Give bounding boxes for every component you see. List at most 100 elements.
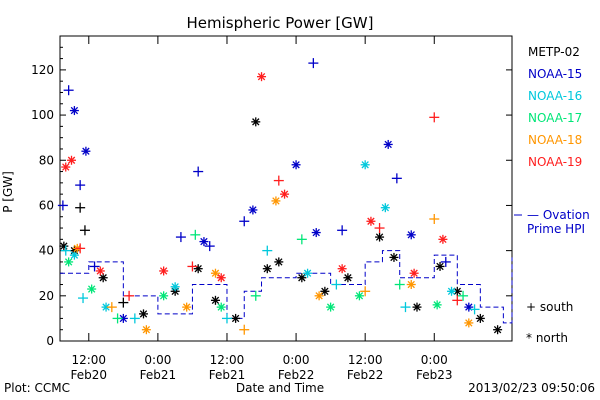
point-noaa-19-south — [429, 112, 440, 123]
point-noaa-17-north — [432, 300, 442, 310]
point-noaa-17-north — [326, 302, 336, 312]
point-noaa-18-south — [360, 286, 371, 297]
point-metp-02-north — [210, 295, 220, 305]
point-noaa-15-north — [248, 205, 258, 215]
point-noaa-17-north — [87, 284, 97, 294]
point-metp-02-north — [435, 261, 445, 271]
point-metp-02-north — [138, 309, 148, 319]
point-noaa-19-north — [67, 155, 77, 165]
legend-entry: NOAA-17 — [528, 111, 582, 125]
x-tick-label-time: 12:00 — [210, 353, 245, 367]
plot-border — [59, 35, 513, 342]
point-metp-02-north — [262, 264, 272, 274]
y-tick-label: 20 — [39, 289, 54, 303]
ovation-hpi-path — [60, 250, 513, 324]
ovation-legend-label: — Ovation — [527, 208, 590, 222]
point-noaa-18-south — [429, 214, 440, 224]
point-noaa-17-north — [216, 302, 226, 312]
point-noaa-18-north — [182, 302, 192, 312]
legend: METP-02 NOAA-15 NOAA-16 NOAA-17 NOAA-18 NOAA-… — [528, 45, 582, 169]
point-metp-02-north — [251, 117, 261, 127]
x-tick-label-date: Feb21 — [209, 368, 246, 382]
point-noaa-18-north — [464, 318, 474, 328]
point-noaa-19-north — [337, 264, 347, 274]
y-tick-label: 60 — [39, 198, 54, 212]
point-metp-02-north — [59, 241, 69, 251]
point-noaa-18-north — [314, 291, 324, 301]
point-noaa-16-north — [69, 250, 79, 260]
point-metp-02-north — [493, 325, 503, 335]
point-noaa-15-south — [89, 261, 100, 272]
point-metp-02-south — [75, 202, 86, 213]
point-metp-02-north — [343, 273, 353, 283]
point-noaa-16-south — [60, 245, 71, 256]
point-noaa-15-south — [308, 58, 319, 69]
point-noaa-19-north — [159, 266, 169, 276]
point-noaa-18-north — [406, 280, 416, 290]
x-tick-label-date: Feb20 — [71, 368, 108, 382]
point-noaa-17-south — [458, 290, 469, 301]
chart-title: Hemispheric Power [GW] — [187, 14, 374, 32]
point-metp-02-north — [193, 264, 203, 274]
point-noaa-17-south — [296, 234, 307, 245]
point-noaa-19-north — [257, 72, 267, 82]
data-markers — [57, 58, 503, 335]
x-tick-label-date: Feb23 — [416, 368, 453, 382]
point-metp-02-north — [320, 286, 330, 296]
x-tick-label-time: 0:00 — [421, 353, 448, 367]
point-noaa-15-south — [337, 225, 348, 236]
x-tick-label-time: 0:00 — [144, 353, 171, 367]
point-noaa-15-south — [57, 200, 68, 211]
point-metp-02-north — [231, 313, 241, 323]
point-noaa-16-north — [303, 268, 313, 278]
point-noaa-16-south — [469, 304, 480, 315]
point-noaa-18-south — [239, 324, 250, 335]
point-noaa-15-south — [391, 173, 402, 184]
ovation-legend-label-2: Prime HPI — [527, 222, 585, 236]
point-noaa-16-north — [360, 160, 370, 170]
point-noaa-15-south — [175, 232, 186, 243]
point-noaa-15-north — [199, 237, 209, 247]
y-tick-label: 0 — [46, 334, 54, 348]
point-noaa-15-north — [464, 302, 474, 312]
marker-legend-south: + south — [526, 300, 573, 314]
point-noaa-19-north — [366, 216, 376, 226]
point-noaa-16-south — [78, 293, 89, 304]
point-noaa-17-south — [250, 290, 261, 301]
point-noaa-19-south — [187, 261, 198, 272]
plot-credit: Plot: CCMC — [4, 381, 70, 395]
plot-frame — [59, 35, 513, 342]
point-metp-02-north — [375, 232, 385, 242]
point-metp-02-north — [98, 273, 108, 283]
y-axis-label: P [GW] — [1, 171, 15, 213]
point-noaa-15-south — [239, 216, 250, 227]
point-noaa-18-north — [271, 196, 281, 206]
point-noaa-15-south — [63, 85, 74, 96]
x-tick-label-time: 12:00 — [348, 353, 383, 367]
ovation-hpi-line — [60, 250, 513, 324]
marker-legend: + south * north — [526, 300, 573, 345]
point-noaa-15-north — [69, 106, 79, 116]
x-axis: 12:00Feb200:00Feb2112:00Feb210:00Feb2212… — [71, 36, 453, 382]
point-noaa-17-south — [190, 229, 201, 240]
x-axis-label: Date and Time — [236, 381, 324, 395]
y-tick-label: 100 — [31, 108, 54, 122]
legend-entry: NOAA-19 — [528, 155, 582, 169]
point-noaa-15-north — [118, 313, 128, 323]
point-noaa-19-south — [124, 290, 135, 301]
point-noaa-18-south — [106, 302, 117, 313]
point-noaa-15-north — [383, 139, 393, 149]
point-metp-02-south — [118, 297, 129, 308]
legend-entry: NOAA-15 — [528, 67, 582, 81]
point-noaa-16-south — [262, 245, 273, 256]
point-noaa-17-north — [159, 291, 169, 301]
point-metp-02-north — [274, 257, 284, 267]
point-metp-02-north — [475, 313, 485, 323]
point-noaa-15-south — [204, 241, 215, 252]
point-noaa-16-south — [221, 313, 232, 324]
point-noaa-16-south — [331, 279, 342, 290]
plot-timestamp: 2013/02/23 09:50:06 — [468, 381, 595, 395]
point-noaa-16-north — [170, 282, 180, 292]
point-noaa-19-north — [409, 268, 419, 278]
